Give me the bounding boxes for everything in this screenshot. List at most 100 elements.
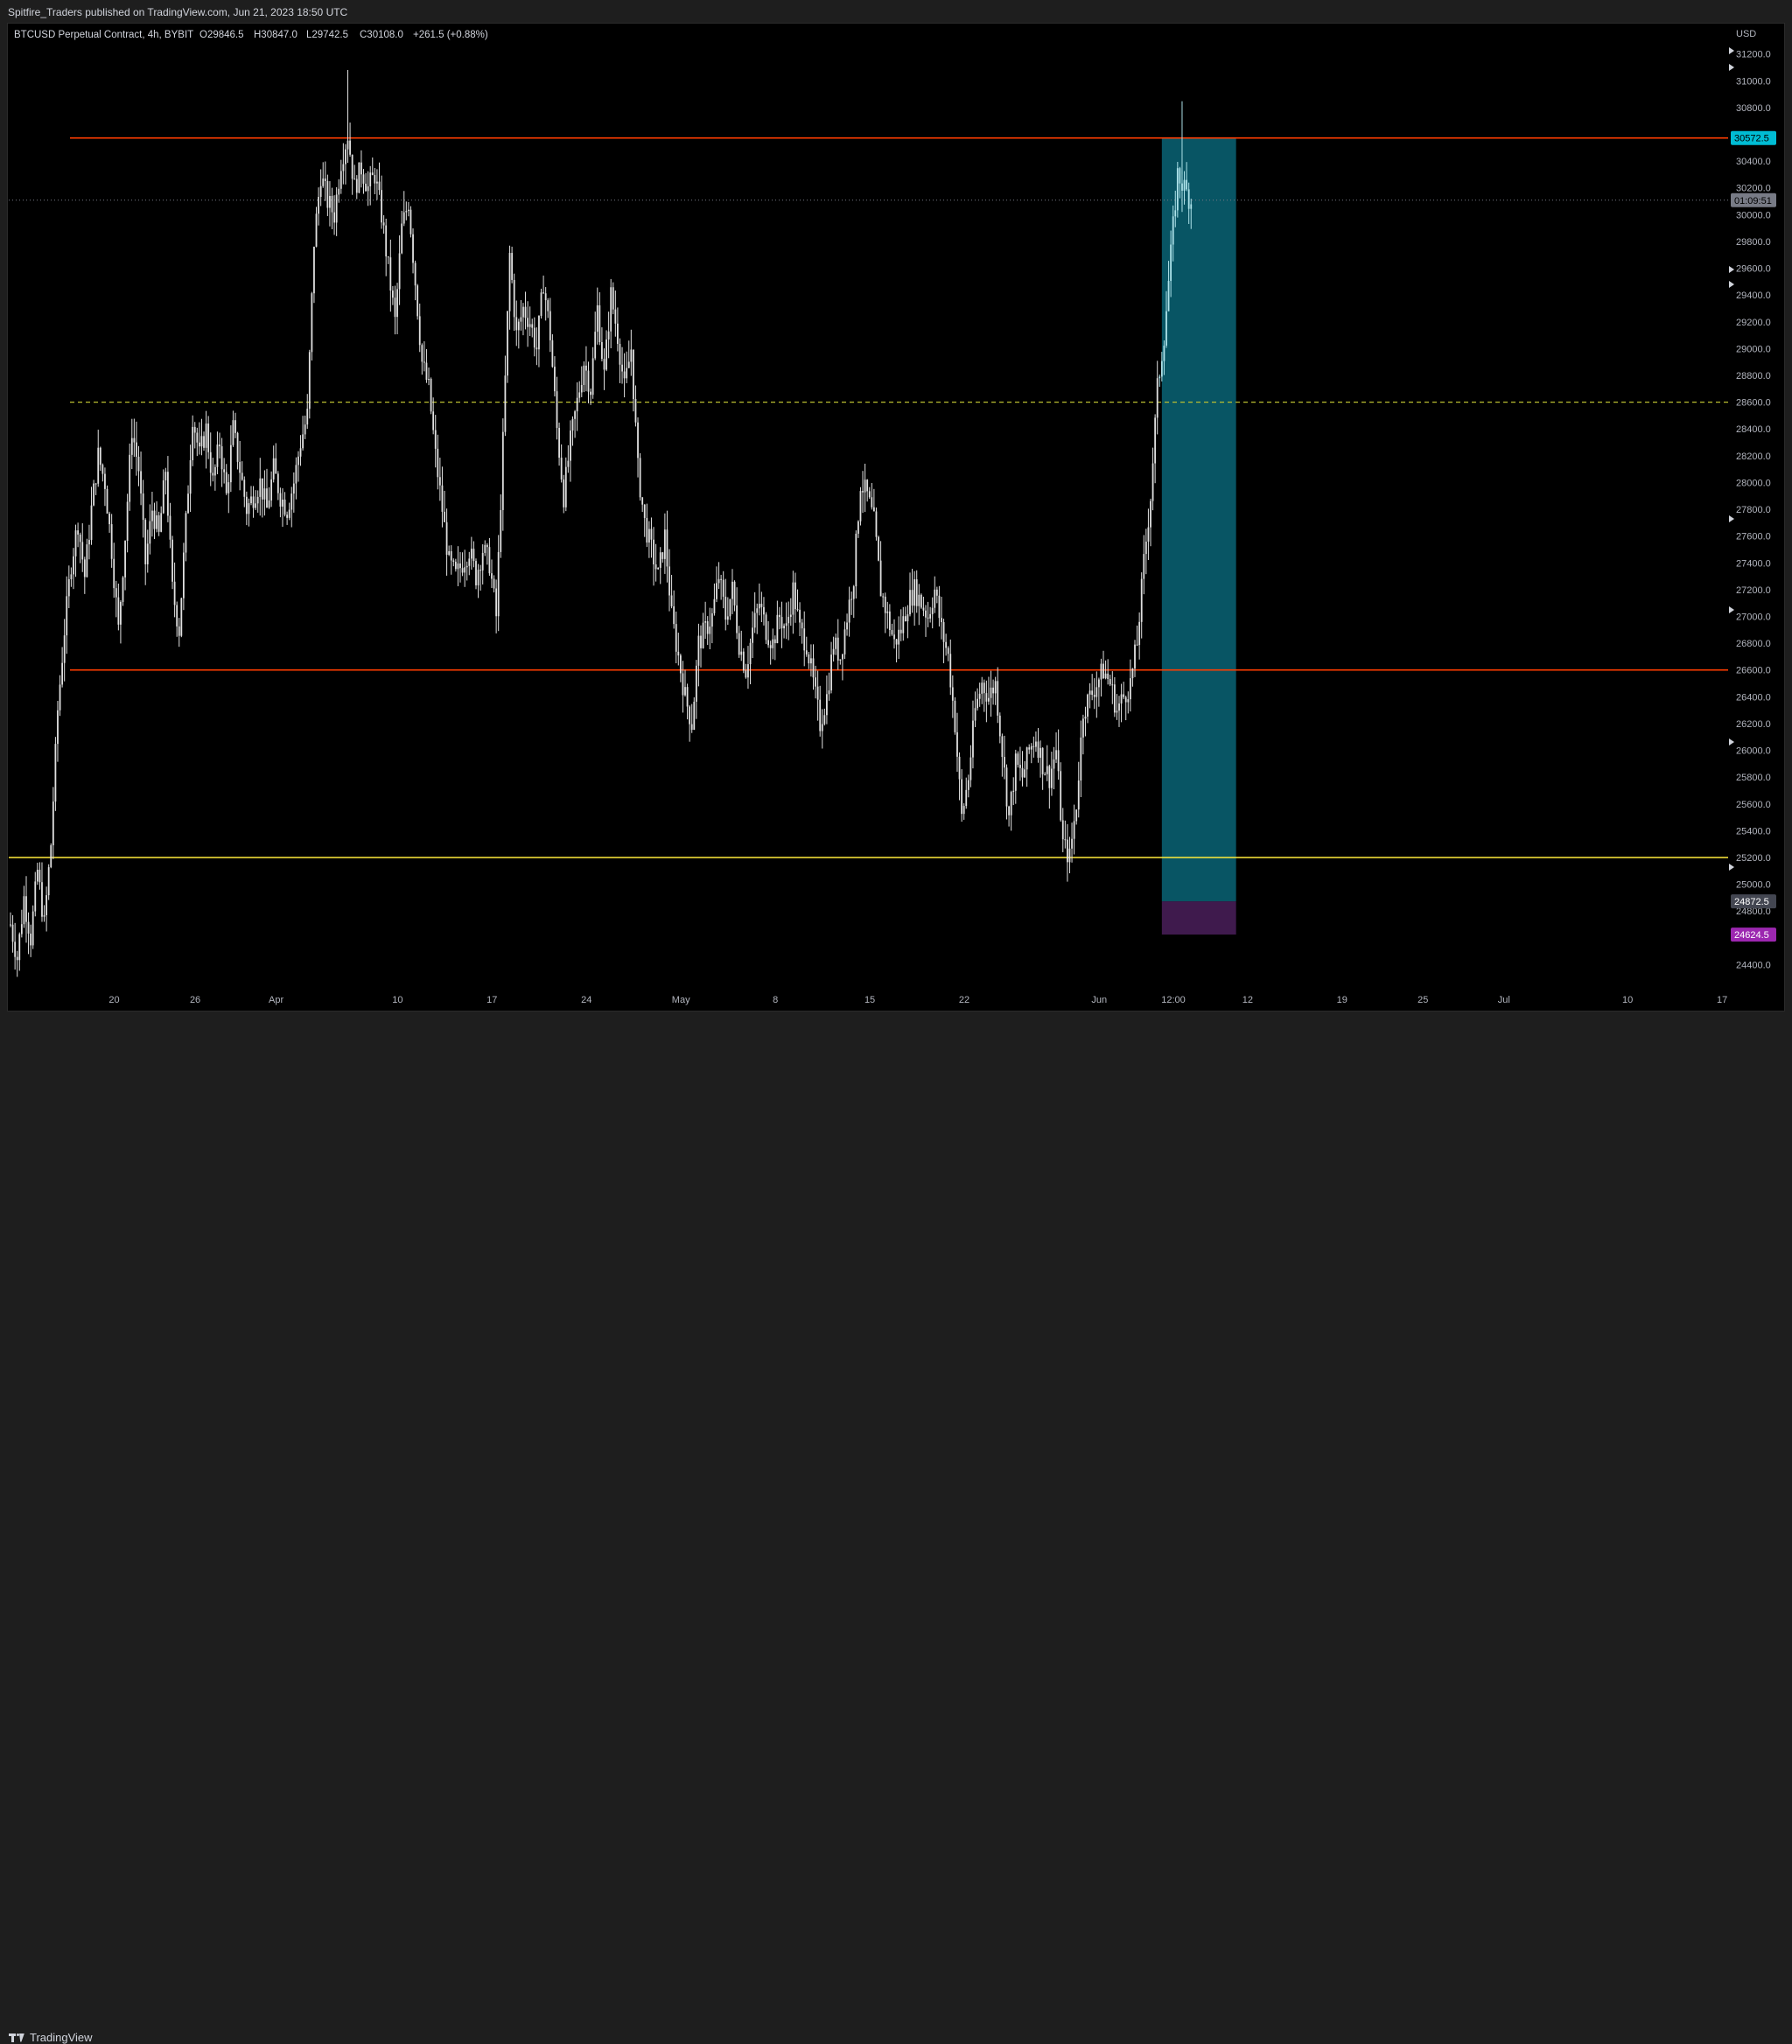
candle-body (1077, 780, 1080, 810)
candle-body (580, 384, 583, 393)
candle-body (895, 639, 898, 645)
price-tick-label: 25600.0 (1736, 800, 1771, 810)
price-tick-label: 29000.0 (1736, 344, 1771, 354)
candle-body (836, 637, 839, 661)
candle-body (468, 558, 471, 566)
candle-body (187, 494, 189, 514)
candle-body (1163, 345, 1166, 361)
candle-body (23, 896, 25, 925)
candle-body (1014, 753, 1017, 791)
candle-body (401, 223, 403, 254)
ohlc-open: O29846.5 (200, 30, 244, 40)
candle-body (1051, 768, 1053, 788)
candle-body (1060, 771, 1062, 821)
candle-body (745, 670, 747, 678)
price-tick-label: 24400.0 (1736, 960, 1771, 970)
candle-body (988, 697, 990, 702)
price-label-bg (1731, 130, 1776, 145)
candle-body (695, 665, 697, 702)
candle-body (358, 162, 360, 193)
candle-body (371, 172, 374, 175)
candle-body (86, 544, 88, 578)
candle-body (749, 642, 752, 665)
candle-body (747, 664, 749, 678)
horizontal-levels[interactable] (9, 136, 1728, 858)
candle-body (1113, 684, 1116, 713)
candle-body (414, 262, 416, 286)
candle-body (726, 616, 729, 620)
candle-body (677, 651, 680, 656)
candle-body (57, 710, 59, 745)
position-target-zone[interactable] (1161, 137, 1236, 902)
candle-body (207, 424, 210, 452)
candle-body (1075, 809, 1078, 822)
candle-body (345, 149, 346, 164)
candle-body (805, 650, 808, 654)
candle-body (540, 292, 542, 316)
candle-body (182, 552, 185, 598)
price-chart[interactable]: BTCUSD Perpetual Contract, 4h, BYBIT O29… (0, 0, 1792, 1041)
time-tick-label: 17 (1717, 995, 1727, 1005)
candle-body (614, 309, 617, 324)
candle-body (729, 598, 732, 617)
candle-body (972, 720, 974, 758)
candle-body (558, 428, 560, 458)
candle-body (846, 622, 848, 630)
candle-body (828, 690, 830, 695)
candle-body (623, 371, 626, 379)
candle-body (718, 578, 720, 584)
candle-body (110, 524, 113, 559)
candle-body (1124, 696, 1127, 703)
candle-body (1004, 757, 1005, 768)
candle-body (349, 140, 351, 155)
candle-body (223, 469, 226, 472)
candle-body (760, 604, 763, 607)
candle-body (319, 186, 322, 198)
candle-body (212, 472, 214, 476)
price-tick-label: 28400.0 (1736, 424, 1771, 435)
candle-body (776, 614, 779, 644)
candle-body (46, 895, 48, 915)
candle-body (850, 598, 853, 600)
candle-body (295, 465, 298, 484)
candle-body (855, 533, 858, 587)
time-axis[interactable]: 20 26 Apr 10 17 24 May 8 15 22 Jun 12:00 12 19 25 Jul 10… (108, 995, 1792, 1005)
candle-body (513, 279, 515, 318)
candle-body (1017, 753, 1019, 766)
candle-body (752, 627, 753, 643)
publish-header: Spitfire_Traders published on TradingVie… (0, 0, 1792, 23)
candle-body (1028, 747, 1031, 750)
candle-body (657, 567, 660, 570)
candle-body (495, 588, 498, 617)
tradingview-logo[interactable]: TradingView (9, 2031, 93, 2044)
candle-body (270, 479, 273, 500)
chart-frame[interactable] (7, 23, 1785, 1012)
candle-body (130, 438, 133, 455)
candle-body (666, 529, 668, 567)
candle-body (1041, 747, 1044, 774)
candle-body (133, 438, 136, 443)
candle-body (1032, 746, 1035, 747)
candle-body (815, 677, 816, 687)
price-axis[interactable]: USD 24400.0 24800.0 25000.0 25200.0 25400.0 2… (1729, 29, 1771, 970)
candle-body (1096, 687, 1098, 697)
candle-body (585, 365, 587, 371)
candle-body (859, 491, 862, 522)
candle-body (256, 496, 259, 504)
time-tick-label: 15 (864, 995, 875, 1005)
long-position-tool[interactable] (1161, 137, 1236, 935)
candle-body (571, 418, 574, 431)
candle-body (438, 477, 441, 486)
time-tick-label: 12:00 (1161, 995, 1186, 1005)
candle-body (30, 933, 32, 946)
candle-body (626, 368, 628, 379)
candle-body (113, 558, 116, 589)
candle-body (1040, 747, 1041, 759)
candle-body (738, 633, 740, 655)
candle-body (893, 634, 895, 640)
candle-body (653, 539, 654, 565)
price-tick-label: 27600.0 (1736, 532, 1771, 542)
candle-body (848, 599, 850, 623)
candle-body (360, 162, 362, 175)
position-stop-zone[interactable] (1161, 901, 1236, 935)
